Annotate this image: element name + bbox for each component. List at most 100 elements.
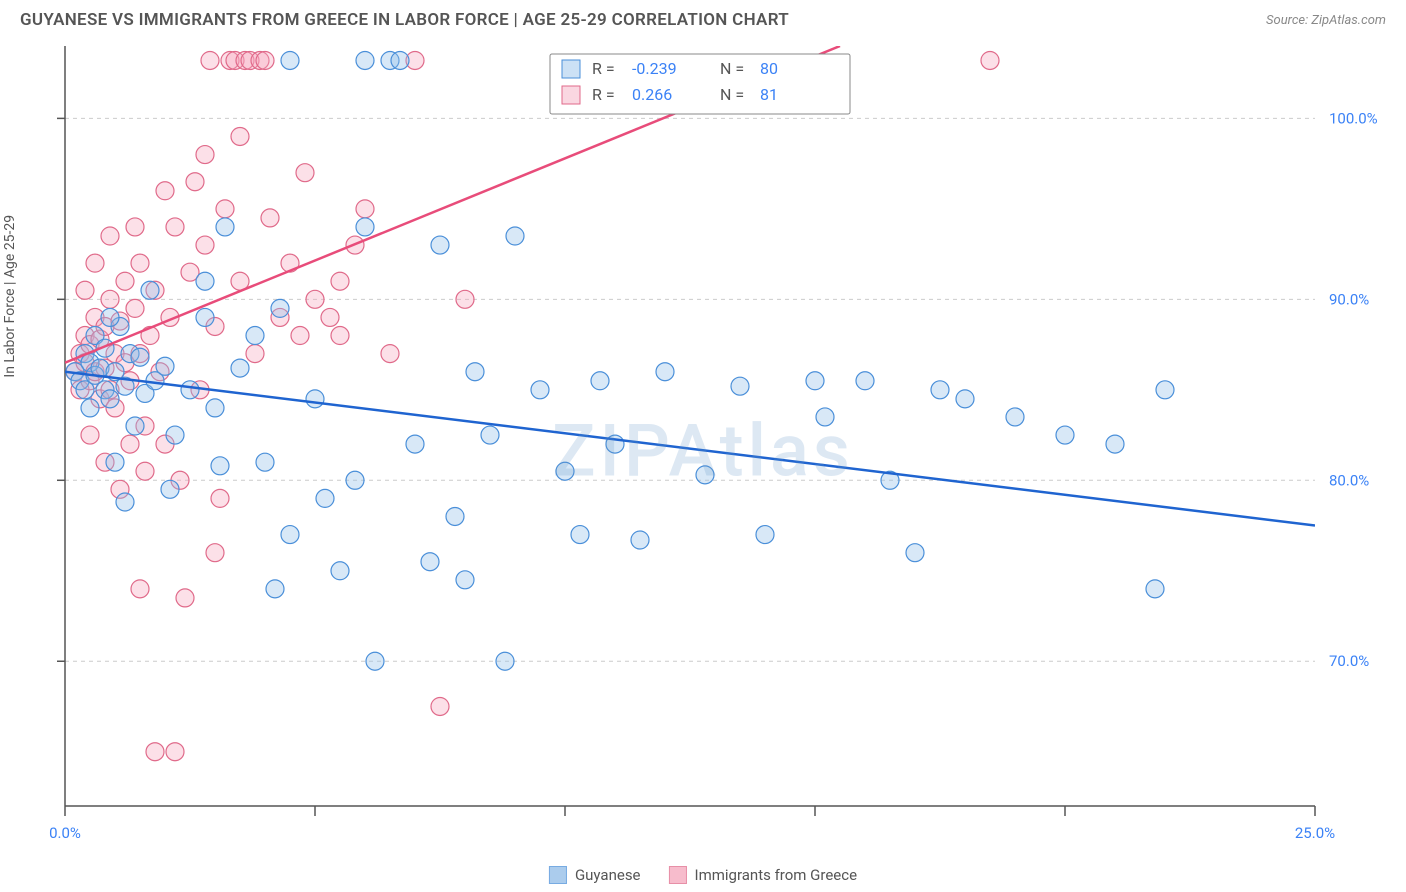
bottom-legend: Guyanese Immigrants from Greece	[549, 866, 857, 884]
data-point-guyanese	[506, 227, 524, 245]
data-point-guyanese	[1146, 580, 1164, 598]
data-point-guyanese	[391, 51, 409, 69]
data-point-guyanese	[166, 426, 184, 444]
data-point-guyanese	[116, 493, 134, 511]
data-point-greece	[131, 580, 149, 598]
data-point-greece	[431, 697, 449, 715]
data-point-guyanese	[206, 399, 224, 417]
data-point-guyanese	[346, 471, 364, 489]
data-point-guyanese	[126, 417, 144, 435]
legend-swatch-greece	[669, 866, 687, 884]
data-point-guyanese	[156, 357, 174, 375]
data-point-guyanese	[956, 390, 974, 408]
data-point-greece	[76, 281, 94, 299]
data-point-guyanese	[316, 489, 334, 507]
trend-line-guyanese	[65, 372, 1315, 526]
legend-swatch-guyanese	[549, 866, 567, 884]
stats-r-label: R =	[592, 85, 615, 104]
data-point-greece	[306, 290, 324, 308]
chart-header: GUYANESE VS IMMIGRANTS FROM GREECE IN LA…	[0, 0, 1406, 36]
data-point-greece	[196, 146, 214, 164]
data-point-guyanese	[446, 507, 464, 525]
data-point-greece	[211, 489, 229, 507]
stats-n-label: N =	[720, 59, 744, 78]
data-point-greece	[146, 743, 164, 761]
data-point-greece	[296, 164, 314, 182]
data-point-greece	[101, 227, 119, 245]
stats-swatch-greece	[562, 86, 580, 104]
data-point-guyanese	[356, 51, 374, 69]
y-tick-label: 100.0%	[1329, 109, 1378, 127]
data-point-greece	[321, 308, 339, 326]
data-point-greece	[261, 209, 279, 227]
y-tick-label: 90.0%	[1329, 290, 1369, 308]
data-point-greece	[166, 218, 184, 236]
data-point-guyanese	[421, 553, 439, 571]
data-point-guyanese	[211, 457, 229, 475]
stats-r-value-guyanese: -0.239	[632, 59, 677, 78]
data-point-guyanese	[196, 272, 214, 290]
stats-n-label: N =	[720, 85, 744, 104]
data-point-guyanese	[256, 453, 274, 471]
data-point-guyanese	[556, 462, 574, 480]
data-point-guyanese	[906, 544, 924, 562]
data-point-greece	[256, 51, 274, 69]
data-point-greece	[81, 426, 99, 444]
data-point-greece	[196, 236, 214, 254]
data-point-greece	[201, 51, 219, 69]
data-point-guyanese	[161, 480, 179, 498]
data-point-guyanese	[216, 218, 234, 236]
data-point-greece	[121, 435, 139, 453]
data-point-guyanese	[571, 526, 589, 544]
data-point-greece	[176, 589, 194, 607]
data-point-greece	[186, 173, 204, 191]
data-point-greece	[166, 743, 184, 761]
data-point-greece	[291, 327, 309, 345]
data-point-greece	[156, 182, 174, 200]
data-point-guyanese	[656, 363, 674, 381]
data-point-greece	[101, 290, 119, 308]
data-point-greece	[456, 290, 474, 308]
legend-label-guyanese: Guyanese	[575, 866, 641, 884]
data-point-greece	[116, 272, 134, 290]
data-point-guyanese	[631, 531, 649, 549]
data-point-guyanese	[331, 562, 349, 580]
data-point-guyanese	[406, 435, 424, 453]
data-point-guyanese	[496, 652, 514, 670]
data-point-guyanese	[1106, 435, 1124, 453]
data-point-greece	[206, 544, 224, 562]
data-point-guyanese	[806, 372, 824, 390]
data-point-guyanese	[131, 348, 149, 366]
stats-n-value-guyanese: 80	[760, 59, 778, 78]
stats-r-value-greece: 0.266	[632, 85, 672, 104]
legend-item-greece: Immigrants from Greece	[669, 866, 858, 884]
data-point-guyanese	[1056, 426, 1074, 444]
stats-n-value-greece: 81	[760, 85, 778, 104]
data-point-greece	[381, 345, 399, 363]
data-point-guyanese	[81, 399, 99, 417]
data-point-greece	[216, 200, 234, 218]
data-point-guyanese	[246, 327, 264, 345]
stats-r-label: R =	[592, 59, 615, 78]
data-point-greece	[126, 218, 144, 236]
data-point-greece	[126, 299, 144, 317]
y-axis-label: In Labor Force | Age 25-29	[2, 215, 18, 378]
data-point-guyanese	[431, 236, 449, 254]
data-point-guyanese	[466, 363, 484, 381]
data-point-greece	[356, 200, 374, 218]
data-point-greece	[246, 345, 264, 363]
data-point-greece	[331, 272, 349, 290]
data-point-guyanese	[366, 652, 384, 670]
data-point-guyanese	[931, 381, 949, 399]
x-tick-label: 25.0%	[1295, 824, 1335, 842]
legend-item-guyanese: Guyanese	[549, 866, 641, 884]
data-point-guyanese	[101, 308, 119, 326]
y-tick-label: 80.0%	[1329, 471, 1369, 489]
chart-container: In Labor Force | Age 25-29 ZIPAtlas 70.0…	[20, 36, 1386, 866]
data-point-greece	[86, 254, 104, 272]
data-point-guyanese	[356, 218, 374, 236]
data-point-guyanese	[481, 426, 499, 444]
chart-title: GUYANESE VS IMMIGRANTS FROM GREECE IN LA…	[20, 10, 789, 30]
data-point-guyanese	[266, 580, 284, 598]
data-point-greece	[136, 462, 154, 480]
